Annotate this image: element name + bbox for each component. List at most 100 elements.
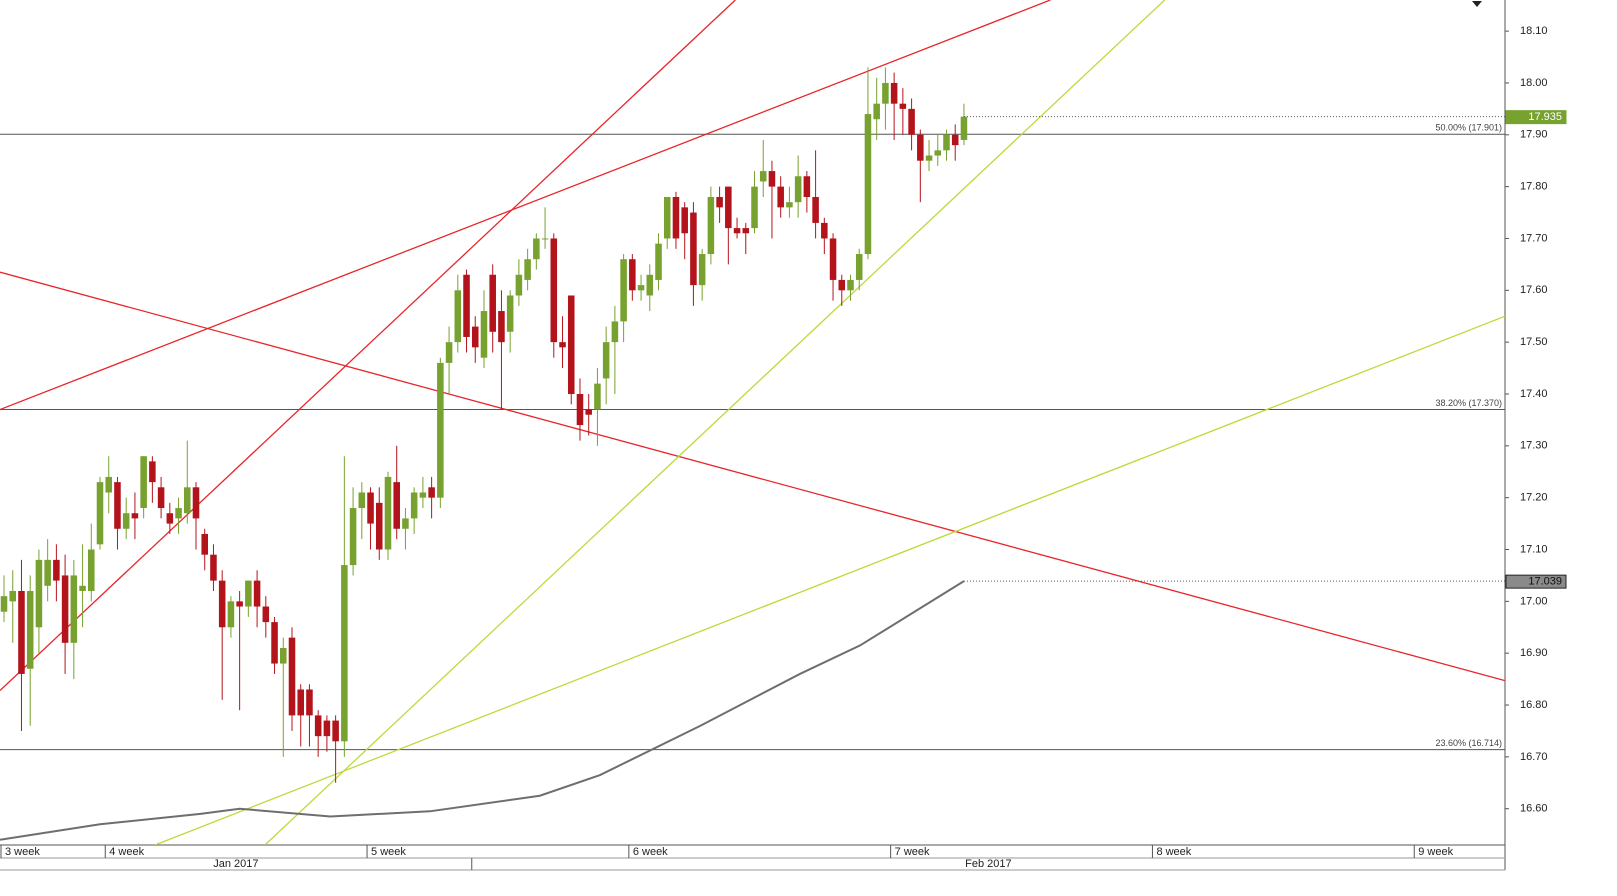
- candle-body: [821, 222, 828, 239]
- candle-body: [759, 171, 767, 182]
- candle-body: [454, 290, 462, 343]
- menu-arrow[interactable]: [1472, 1, 1482, 7]
- candle-body: [218, 580, 226, 628]
- y-tick-label: 17.70: [1520, 232, 1548, 244]
- candle-body: [367, 492, 374, 524]
- candle-body: [271, 622, 278, 664]
- candle-body: [925, 155, 933, 161]
- y-tick-label: 16.70: [1520, 751, 1548, 763]
- trendline: [0, 271, 1505, 682]
- candle-body: [358, 492, 366, 509]
- y-tick-label: 18.10: [1520, 25, 1548, 37]
- candle-body: [602, 342, 610, 379]
- trendline: [0, 0, 736, 691]
- candle-body: [567, 295, 575, 394]
- candle-body: [306, 689, 313, 716]
- candle-body: [585, 409, 592, 415]
- candle-body: [698, 254, 706, 286]
- candle-body: [777, 186, 784, 208]
- candle-body: [262, 606, 270, 623]
- candle-body: [646, 274, 654, 296]
- candle-body: [629, 259, 636, 291]
- candle-body: [245, 580, 252, 607]
- month-label: Jan 2017: [213, 858, 258, 870]
- candle-body: [384, 476, 392, 550]
- x-tick-label: 6 week: [633, 846, 668, 858]
- candle-body: [323, 720, 331, 737]
- candle-body: [79, 585, 86, 591]
- level-label: 38.20% (17.370): [1435, 398, 1502, 408]
- ma-price-box: [1505, 574, 1567, 589]
- candle-body: [463, 274, 470, 337]
- candle-body: [637, 285, 645, 291]
- candle-body: [890, 82, 898, 104]
- ma-price-label: 17.039: [1528, 576, 1562, 588]
- candle-body: [960, 116, 968, 140]
- candle-body: [149, 461, 156, 483]
- y-tick-label: 16.90: [1520, 647, 1548, 659]
- candle-body: [61, 575, 69, 643]
- level-label: 50.00% (17.901): [1435, 123, 1502, 133]
- candle-body: [908, 108, 915, 135]
- candle-body: [864, 114, 872, 255]
- y-tick-label: 16.60: [1520, 803, 1548, 815]
- candle-body: [26, 590, 34, 669]
- candle-body: [847, 279, 854, 291]
- candle-body: [471, 326, 479, 348]
- x-tick-label: 4 week: [109, 846, 144, 858]
- candle-body: [227, 601, 235, 628]
- candle-body: [96, 482, 104, 545]
- candle-body: [751, 186, 758, 229]
- candle-body: [253, 580, 261, 607]
- candle-body: [0, 596, 8, 612]
- candle-body: [803, 176, 811, 197]
- candle-body: [829, 238, 837, 280]
- y-tick-label: 17.20: [1520, 492, 1548, 504]
- candle-body: [114, 482, 121, 529]
- candle-body: [341, 565, 348, 742]
- moving-average: [0, 580, 965, 841]
- y-tick-label: 16.80: [1520, 699, 1548, 711]
- candle-body: [663, 196, 671, 239]
- last-price-box: [1505, 110, 1567, 125]
- candle-body: [332, 720, 339, 742]
- y-tick-label: 17.30: [1520, 440, 1548, 452]
- candle-body: [192, 487, 200, 519]
- candle-body: [550, 238, 558, 343]
- y-tick-label: 18.00: [1520, 77, 1548, 89]
- candle-body: [690, 212, 697, 286]
- candle-body: [375, 502, 383, 550]
- candle-body: [812, 196, 819, 223]
- candle-body: [533, 238, 540, 260]
- y-tick-label: 17.40: [1520, 388, 1548, 400]
- candle-body: [402, 518, 409, 529]
- candle-body: [794, 176, 802, 203]
- candle-body: [437, 362, 444, 498]
- candle-body: [445, 342, 453, 363]
- y-tick-label: 17.80: [1520, 181, 1548, 193]
- candle-body: [157, 487, 165, 509]
- candle-body: [428, 487, 435, 498]
- candle-body: [131, 513, 139, 519]
- candle-body: [855, 254, 863, 280]
- candle-body: [576, 393, 584, 426]
- candle-body: [18, 590, 25, 674]
- candle-body: [611, 321, 619, 343]
- candle-body: [594, 383, 601, 410]
- y-tick-label: 17.00: [1520, 595, 1548, 607]
- candle-body: [140, 456, 147, 509]
- candle-body: [44, 559, 51, 586]
- candle-body: [943, 134, 950, 151]
- candle-body: [559, 342, 566, 348]
- candle-body: [122, 513, 130, 529]
- candle-body: [524, 259, 531, 280]
- candle-body: [184, 487, 191, 514]
- y-tick-label: 17.10: [1520, 543, 1548, 555]
- candle-body: [899, 103, 907, 109]
- y-tick-label: 17.50: [1520, 336, 1548, 348]
- candle-body: [105, 476, 113, 493]
- trendline: [0, 0, 1051, 411]
- candle-body: [882, 82, 889, 104]
